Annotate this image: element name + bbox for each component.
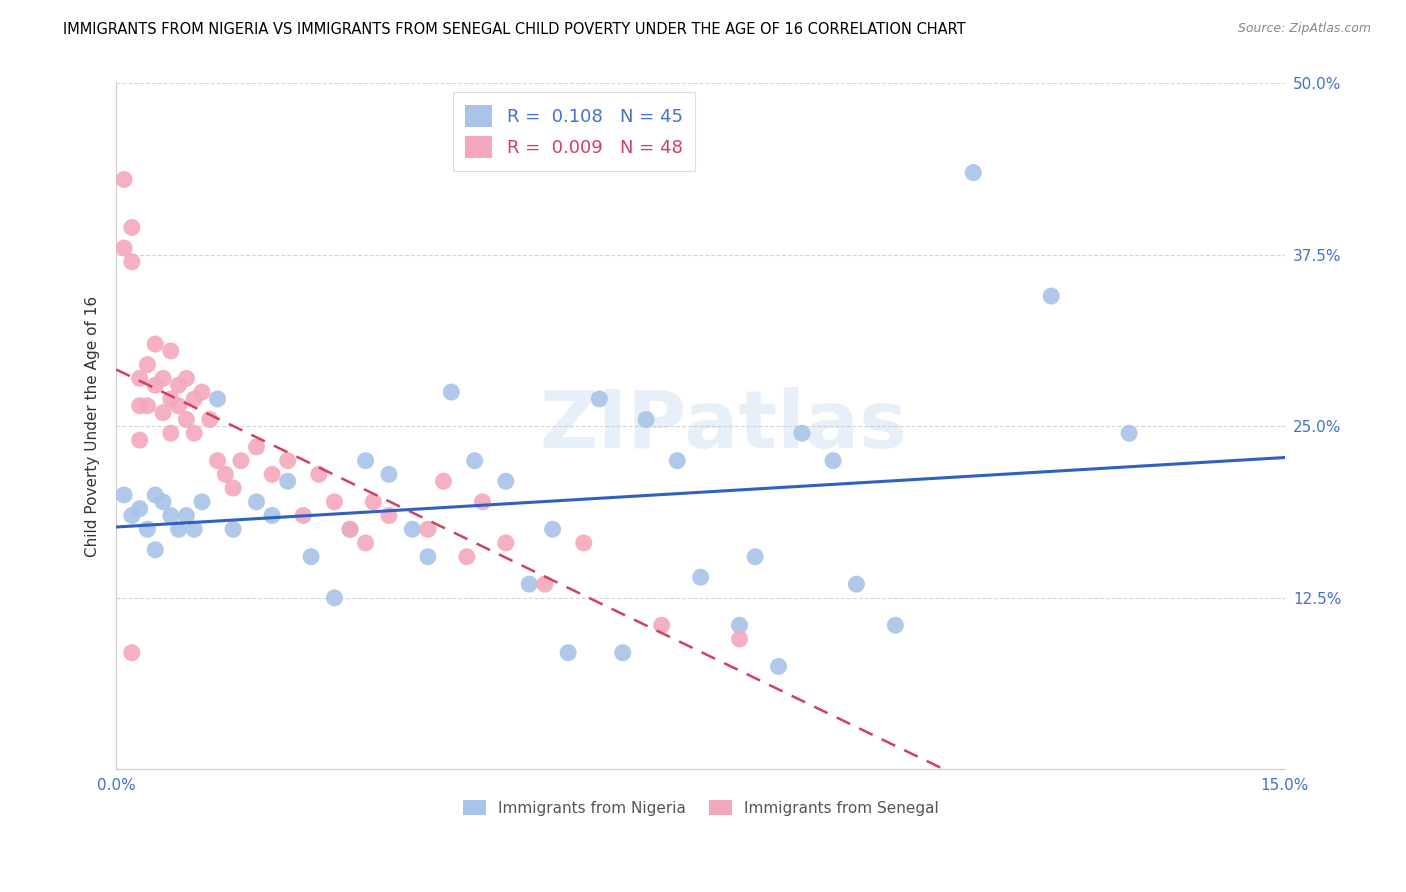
Point	[136, 522, 159, 536]
Point	[262, 467, 284, 482]
Point	[666, 453, 689, 467]
Point	[214, 467, 236, 482]
Point	[176, 508, 198, 523]
Point	[823, 453, 845, 467]
Point	[533, 577, 555, 591]
Point	[378, 467, 401, 482]
Point	[176, 371, 198, 385]
Point	[541, 522, 564, 536]
Point	[198, 412, 221, 426]
Point	[339, 522, 361, 536]
Text: ZIPatlas: ZIPatlas	[540, 387, 908, 466]
Point	[143, 378, 166, 392]
Point	[495, 536, 517, 550]
Point	[612, 646, 634, 660]
Y-axis label: Child Poverty Under the Age of 16: Child Poverty Under the Age of 16	[86, 296, 100, 557]
Point	[768, 659, 790, 673]
Point	[354, 453, 377, 467]
Point	[299, 549, 322, 564]
Point	[557, 646, 579, 660]
Point	[845, 577, 868, 591]
Point	[517, 577, 540, 591]
Point	[651, 618, 673, 632]
Point	[183, 426, 205, 441]
Point	[152, 495, 174, 509]
Point	[262, 508, 284, 523]
Point	[339, 522, 361, 536]
Point	[121, 646, 143, 660]
Point	[128, 433, 150, 447]
Point	[222, 481, 245, 495]
Point	[378, 508, 401, 523]
Point	[191, 385, 214, 400]
Point	[176, 412, 198, 426]
Point	[323, 495, 346, 509]
Point	[121, 220, 143, 235]
Text: Source: ZipAtlas.com: Source: ZipAtlas.com	[1237, 22, 1371, 36]
Point	[167, 378, 190, 392]
Point	[728, 618, 751, 632]
Point	[495, 475, 517, 489]
Point	[112, 488, 135, 502]
Point	[689, 570, 711, 584]
Point	[167, 399, 190, 413]
Point	[183, 522, 205, 536]
Point	[159, 508, 181, 523]
Point	[744, 549, 766, 564]
Point	[128, 501, 150, 516]
Point	[962, 166, 984, 180]
Point	[636, 412, 658, 426]
Point	[222, 522, 245, 536]
Point	[728, 632, 751, 646]
Point	[884, 618, 907, 632]
Point	[136, 358, 159, 372]
Point	[1118, 426, 1140, 441]
Point	[1040, 289, 1063, 303]
Point	[308, 467, 330, 482]
Point	[143, 542, 166, 557]
Point	[416, 549, 439, 564]
Point	[207, 453, 229, 467]
Point	[292, 508, 315, 523]
Point	[432, 475, 454, 489]
Point	[363, 495, 385, 509]
Point	[354, 536, 377, 550]
Point	[112, 172, 135, 186]
Point	[128, 399, 150, 413]
Point	[191, 495, 214, 509]
Point	[143, 337, 166, 351]
Point	[416, 522, 439, 536]
Point	[277, 453, 299, 467]
Point	[790, 426, 813, 441]
Point	[152, 406, 174, 420]
Point	[152, 371, 174, 385]
Point	[464, 453, 486, 467]
Point	[183, 392, 205, 406]
Point	[207, 392, 229, 406]
Point	[572, 536, 595, 550]
Point	[588, 392, 610, 406]
Point	[440, 385, 463, 400]
Point	[167, 522, 190, 536]
Point	[159, 343, 181, 358]
Point	[245, 495, 267, 509]
Point	[245, 440, 267, 454]
Point	[112, 241, 135, 255]
Point	[471, 495, 494, 509]
Point	[121, 254, 143, 268]
Legend: Immigrants from Nigeria, Immigrants from Senegal: Immigrants from Nigeria, Immigrants from…	[456, 792, 946, 823]
Point	[128, 371, 150, 385]
Point	[277, 475, 299, 489]
Point	[229, 453, 252, 467]
Point	[159, 426, 181, 441]
Point	[456, 549, 478, 564]
Point	[323, 591, 346, 605]
Point	[121, 508, 143, 523]
Point	[401, 522, 423, 536]
Text: IMMIGRANTS FROM NIGERIA VS IMMIGRANTS FROM SENEGAL CHILD POVERTY UNDER THE AGE O: IMMIGRANTS FROM NIGERIA VS IMMIGRANTS FR…	[63, 22, 966, 37]
Point	[143, 488, 166, 502]
Point	[159, 392, 181, 406]
Point	[136, 399, 159, 413]
